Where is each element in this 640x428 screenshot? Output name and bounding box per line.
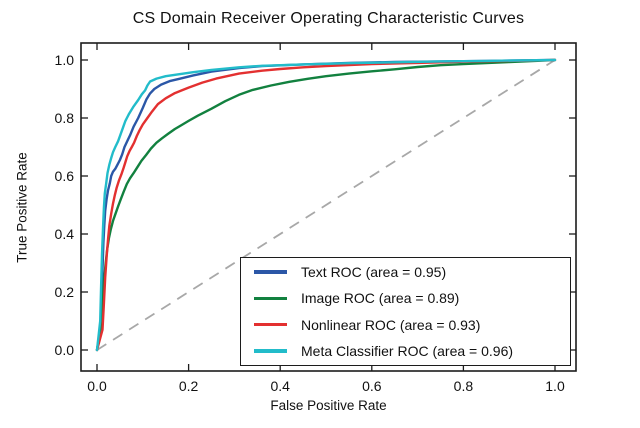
legend-swatch-text bbox=[254, 270, 287, 274]
y-tick-label: 0.4 bbox=[55, 226, 75, 242]
y-axis-label: True Positive Rate bbox=[14, 152, 30, 263]
legend-item-text: Text ROC (area = 0.95) bbox=[241, 259, 570, 284]
legend-item-image: Image ROC (area = 0.89) bbox=[241, 286, 570, 311]
chance-diagonal-line bbox=[96, 59, 556, 351]
y-tick-label: 0.6 bbox=[55, 168, 75, 184]
legend-swatch-nonlinear bbox=[254, 322, 287, 327]
roc-curve-nonlinear bbox=[95, 58, 557, 352]
x-tick-label: 1.0 bbox=[545, 378, 565, 394]
chart-title: CS Domain Receiver Operating Characteris… bbox=[132, 10, 525, 27]
y-tick-label: 0.2 bbox=[55, 284, 75, 300]
x-tick-label: 0.2 bbox=[179, 378, 199, 394]
legend-label-meta: Meta Classifier ROC (area = 0.96) bbox=[301, 343, 514, 360]
plot-frame bbox=[80, 42, 577, 372]
legend-swatch-meta bbox=[254, 349, 287, 353]
roc-curve-image bbox=[95, 58, 557, 352]
y-tick-label: 1.0 bbox=[55, 52, 75, 68]
x-tick-label: 0.0 bbox=[87, 378, 107, 394]
y-tick-label: 0.8 bbox=[55, 110, 75, 126]
x-tick-label: 0.8 bbox=[454, 378, 474, 394]
x-axis-label: False Positive Rate bbox=[270, 398, 387, 413]
x-tick-label: 0.6 bbox=[362, 378, 382, 394]
roc-curve-meta bbox=[95, 58, 557, 352]
legend-label-image: Image ROC (area = 0.89) bbox=[301, 290, 460, 307]
legend-label-nonlinear: Nonlinear ROC (area = 0.93) bbox=[301, 316, 481, 333]
y-tick-label: 0.0 bbox=[55, 342, 75, 358]
legend-item-nonlinear: Nonlinear ROC (area = 0.93) bbox=[241, 312, 570, 337]
legend-label-text: Text ROC (area = 0.95) bbox=[301, 263, 447, 280]
legend-item-meta: Meta Classifier ROC (area = 0.96) bbox=[241, 339, 570, 364]
legend-swatch-image bbox=[254, 296, 287, 301]
x-tick-label: 0.4 bbox=[270, 378, 290, 394]
legend: Text ROC (area = 0.95) Image ROC (area =… bbox=[240, 257, 571, 366]
